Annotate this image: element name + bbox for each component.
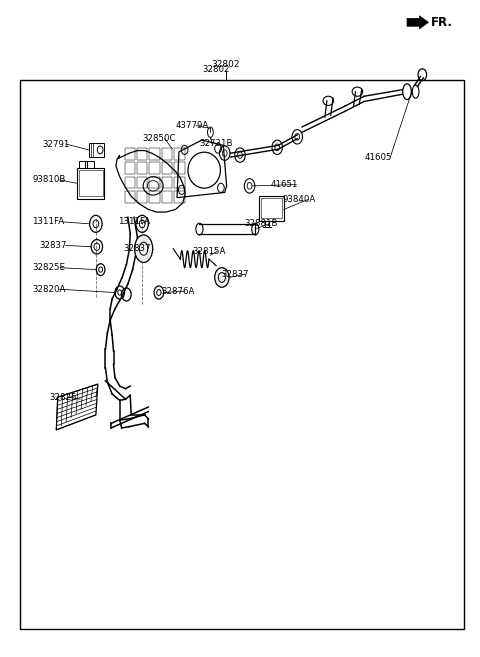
Text: 43779A: 43779A [176, 121, 209, 130]
Polygon shape [407, 16, 429, 29]
Text: 32850C: 32850C [142, 134, 176, 143]
Text: FR.: FR. [431, 16, 453, 29]
Bar [149, 162, 160, 174]
Ellipse shape [215, 267, 229, 287]
Text: 32837: 32837 [123, 244, 151, 253]
Bar [137, 148, 147, 160]
Text: 1311FA: 1311FA [33, 217, 64, 227]
Bar [149, 177, 160, 189]
Text: 32825: 32825 [49, 393, 77, 401]
Text: 32791: 32791 [42, 139, 69, 148]
Bar [149, 191, 160, 203]
Text: 1311FA: 1311FA [118, 217, 150, 227]
Text: 93840A: 93840A [283, 195, 316, 204]
Bar [149, 148, 160, 160]
Ellipse shape [134, 235, 153, 262]
Bar [79, 161, 87, 168]
Bar [162, 177, 172, 189]
Text: 32815A: 32815A [192, 247, 226, 256]
Bar [137, 177, 147, 189]
Bar [124, 162, 135, 174]
Bar [137, 191, 147, 203]
Text: 32825E: 32825E [33, 263, 65, 272]
Text: 41605: 41605 [364, 152, 392, 162]
Bar [124, 177, 135, 189]
Bar [77, 168, 105, 199]
Bar [124, 148, 135, 160]
Bar [174, 177, 185, 189]
Bar [89, 143, 104, 157]
Bar [174, 148, 185, 160]
Text: 32820A: 32820A [33, 284, 66, 294]
Bar [174, 162, 185, 174]
Text: 41651: 41651 [271, 180, 299, 189]
Bar [162, 191, 172, 203]
Text: 32802: 32802 [203, 65, 230, 74]
Bar [259, 196, 284, 221]
Text: 32881B: 32881B [245, 219, 278, 229]
Bar [124, 191, 135, 203]
Bar [162, 148, 172, 160]
Bar [79, 170, 103, 196]
Text: 93810B: 93810B [33, 175, 66, 185]
Bar [85, 161, 94, 168]
Text: 32802: 32802 [211, 60, 240, 69]
Bar [261, 198, 282, 218]
Text: 32837: 32837 [221, 270, 249, 279]
Bar [137, 162, 147, 174]
Bar [174, 191, 185, 203]
Text: 32837: 32837 [39, 241, 67, 250]
Text: 32731B: 32731B [199, 139, 233, 148]
Bar [21, 80, 464, 629]
Text: 32876A: 32876A [161, 286, 194, 296]
Bar [162, 162, 172, 174]
